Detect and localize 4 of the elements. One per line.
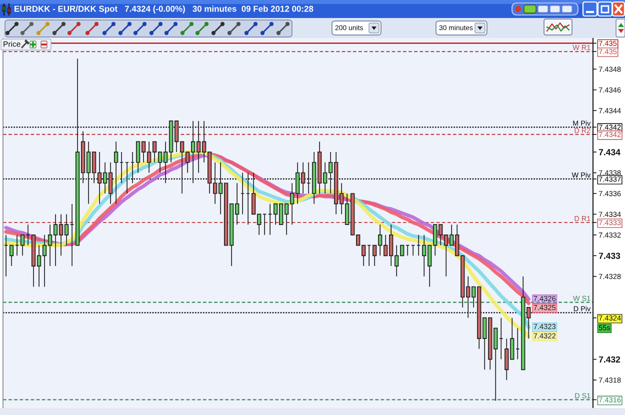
chart-title: EURDKK - EUR/DKK Spot 7.4324 (-0.00%) 30 minutes 09 Feb 2012 00:28 [14, 6, 314, 14]
y-tick-label: 7.433 [598, 252, 620, 259]
y-tick-label: 7.432 [598, 356, 620, 363]
y-tick-label: 7.434 [598, 149, 620, 156]
